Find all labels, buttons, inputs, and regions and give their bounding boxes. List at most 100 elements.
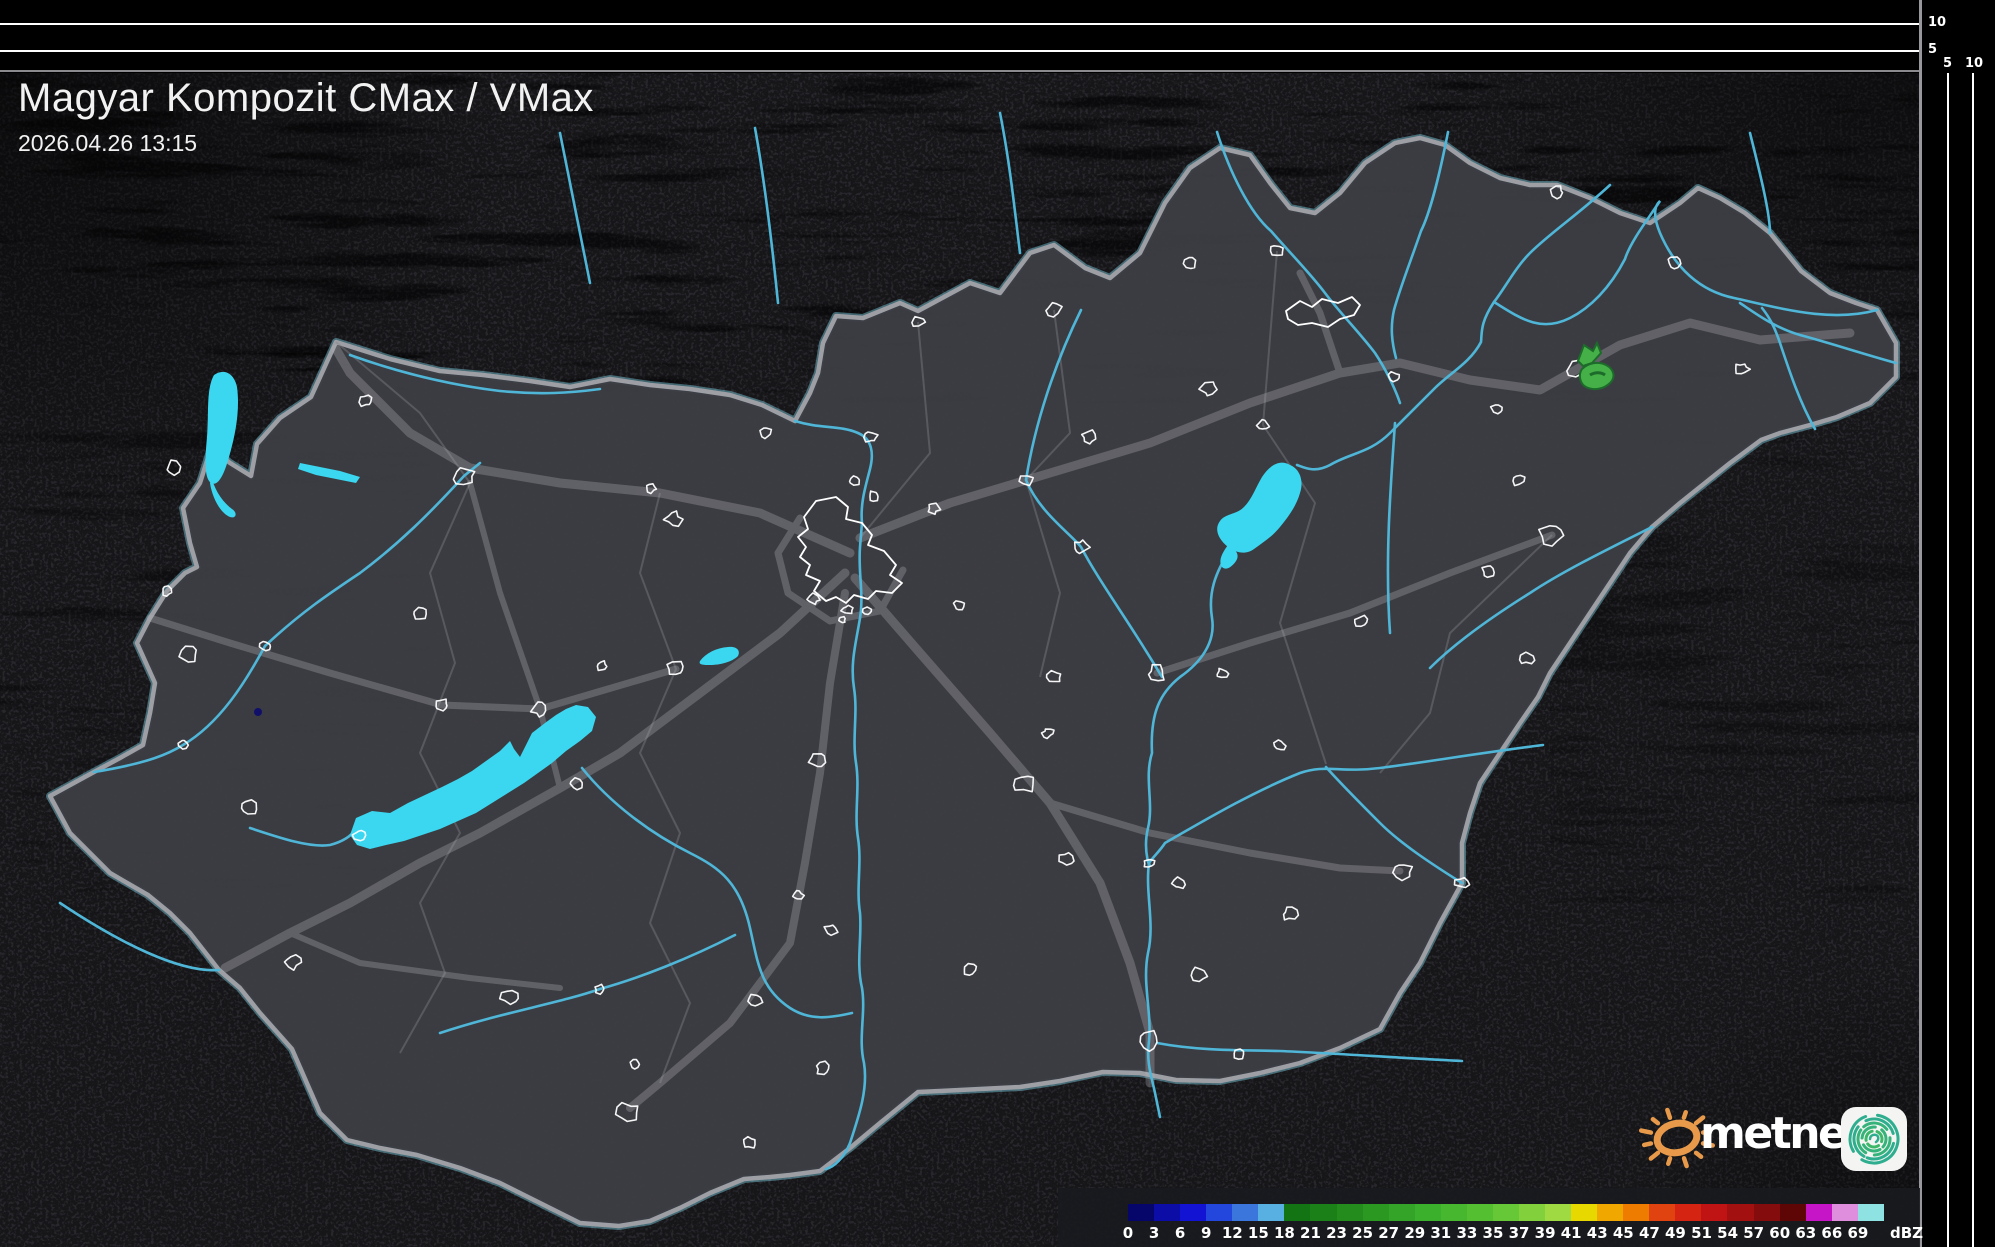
city-outline: [1392, 864, 1414, 882]
city-outline: [839, 604, 854, 615]
dbz-tick-45: 45: [1612, 1224, 1634, 1242]
dbz-tick-25: 25: [1352, 1224, 1374, 1242]
city-outline: [662, 510, 684, 528]
dbz-seg-6: [1180, 1204, 1207, 1221]
hernad-river: [1390, 130, 1450, 360]
dbz-seg-29: [1414, 1204, 1441, 1221]
dbz-seg-47: [1649, 1204, 1676, 1221]
berettyo-river: [1428, 525, 1654, 670]
dbz-seg-39: [1545, 1204, 1572, 1221]
dbz-seg-66: [1831, 1204, 1858, 1221]
city-outline: [435, 698, 448, 712]
dbz-tick-0: 0: [1122, 1224, 1134, 1242]
roads: [146, 269, 1855, 1112]
city-outline: [498, 989, 520, 1006]
lake-ferto: [205, 371, 239, 484]
cyclone-spiral-icon: [1841, 1107, 1907, 1171]
right-panel-gridline-10km: [1972, 73, 1974, 1247]
danube-river: [793, 419, 874, 1171]
city-outline: [1354, 614, 1369, 628]
city-outline: [1073, 539, 1091, 555]
city-outline: [1170, 876, 1187, 890]
dbz-tick-37: 37: [1508, 1224, 1530, 1242]
dbz-seg-21: [1310, 1204, 1337, 1221]
city-outline: [351, 829, 367, 842]
city-outline: [791, 889, 806, 900]
tisza-river-south: [1144, 548, 1232, 1119]
map-timestamp: 2026.04.26 13:15: [18, 130, 198, 156]
city-outlines: [162, 185, 1752, 1149]
dbz-seg-9: [1206, 1204, 1233, 1221]
sun-ray: [1666, 1156, 1673, 1166]
dbz-seg-54: [1727, 1204, 1754, 1221]
city-outline: [759, 427, 773, 440]
city-outline: [569, 776, 584, 791]
city-outline: [452, 466, 476, 486]
szamos-river: [1738, 301, 1898, 365]
koros-river: [1147, 743, 1545, 865]
city-outline: [848, 475, 861, 487]
sun-ray: [1665, 1107, 1673, 1120]
dbz-tick-63: 63: [1795, 1224, 1817, 1242]
top-panel-tick-5: 5: [1928, 42, 1938, 57]
city-outline: [742, 1135, 756, 1149]
city-outline: [1735, 363, 1752, 375]
dbz-tick-9: 9: [1200, 1224, 1212, 1242]
sun-ray: [1681, 1110, 1688, 1120]
lake-balaton: [350, 705, 596, 849]
city-outline: [1216, 667, 1230, 679]
rivers: [58, 111, 1898, 1171]
city-outline: [666, 660, 684, 676]
city-outline: [1190, 966, 1209, 983]
dbz-seg-3: [1154, 1204, 1181, 1221]
right-panel-tick-5: 5: [1943, 56, 1953, 71]
vmax-top-panel: [0, 0, 1921, 71]
city-outline: [358, 394, 373, 408]
hungary-radar-map: [0, 73, 1921, 1247]
dbz-seg-35: [1492, 1204, 1519, 1221]
city-outline: [927, 502, 942, 516]
dbz-tick-69: 69: [1847, 1224, 1869, 1242]
dbz-seg-31: [1440, 1204, 1467, 1221]
dbz-seg-69: [1857, 1204, 1884, 1221]
city-outline: [1045, 301, 1063, 318]
logo-wordmark: metnet: [1700, 1108, 1866, 1159]
dbz-tick-27: 27: [1378, 1224, 1400, 1242]
mosoni-danube: [348, 353, 602, 395]
city-outline: [807, 752, 827, 768]
dbz-seg-60: [1779, 1204, 1806, 1221]
hortobagy-canal: [1386, 421, 1397, 635]
city-outline: [1147, 663, 1165, 682]
mura-river: [58, 901, 221, 972]
top-panel-gridline-5km: [0, 50, 1919, 52]
lake-tisza-tail: [1220, 545, 1238, 569]
page-title: Magyar Kompozit CMax / VMax: [18, 76, 594, 120]
dbz-seg-41: [1571, 1204, 1598, 1221]
dbz-tick-41: 41: [1560, 1224, 1582, 1242]
dbz-seg-45: [1623, 1204, 1650, 1221]
budapest-outline: [797, 496, 903, 604]
tisza-river: [1295, 200, 1879, 471]
maros-river: [1155, 1041, 1464, 1063]
lake-velence: [699, 646, 739, 665]
sun-ray: [1693, 1115, 1706, 1126]
city-outline: [240, 798, 258, 815]
city-outline: [1282, 906, 1300, 921]
dbz-seg-27: [1388, 1204, 1415, 1221]
city-outline: [837, 615, 847, 624]
sun-ray: [1693, 1150, 1704, 1160]
dbz-tick-57: 57: [1743, 1224, 1765, 1242]
echo-hook-notch: [1589, 371, 1606, 377]
city-outline: [1667, 256, 1682, 270]
title-block: Magyar Kompozit CMax / VMax 2026.04.26 1…: [18, 76, 594, 157]
city-outline: [806, 592, 821, 606]
dbz-seg-15: [1258, 1204, 1285, 1221]
city-outline: [1453, 876, 1471, 889]
dbz-tick-3: 3: [1148, 1224, 1160, 1242]
city-outline: [1143, 858, 1156, 868]
echo-weak-navy: [254, 708, 262, 716]
dbz-tick-6: 6: [1174, 1224, 1186, 1242]
metnet-logo: metnet: [1620, 1090, 1920, 1180]
city-outline: [629, 1058, 641, 1070]
dbz-seg-49: [1675, 1204, 1702, 1221]
